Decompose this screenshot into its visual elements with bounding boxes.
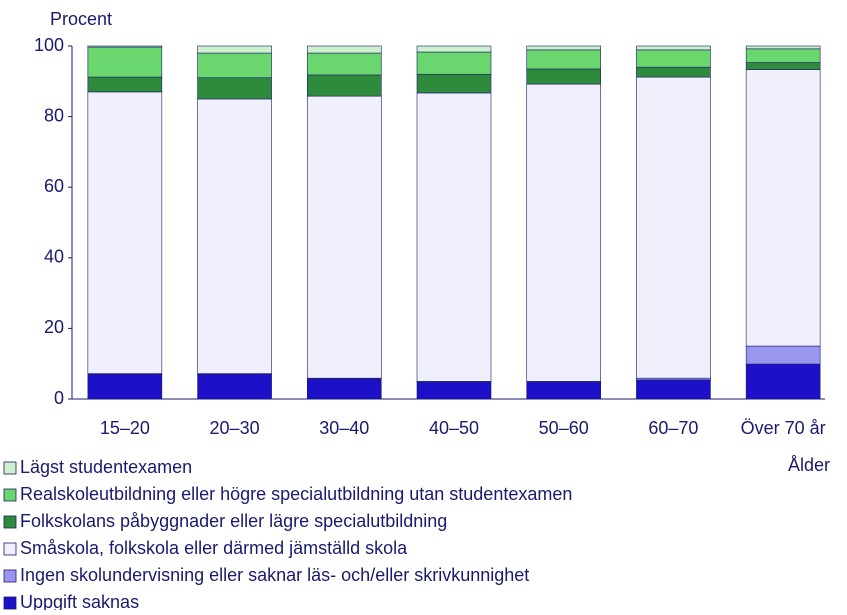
bar-segment — [306, 378, 382, 400]
legend-label: Folkskolans påbyggnader eller lägre spec… — [20, 511, 447, 531]
bar-segment — [636, 66, 711, 78]
bar-segment — [87, 46, 163, 78]
bar-segment — [416, 381, 492, 400]
x-tick-label: 15–20 — [100, 418, 150, 438]
legend-swatch — [3, 515, 17, 529]
bar-segment — [197, 77, 272, 100]
bar-segment — [306, 74, 382, 97]
legend-swatch — [3, 461, 17, 475]
x-tick-label: 50–60 — [539, 418, 589, 438]
x-tick-label: Över 70 år — [741, 418, 826, 438]
x-tick-label: 20–30 — [210, 418, 260, 438]
bar-segment — [87, 91, 163, 374]
legend-label: Småskola, folkskola eller därmed jämstäl… — [20, 538, 408, 558]
bar-segment — [87, 45, 163, 48]
bar-segment — [636, 49, 711, 68]
bar-segment — [745, 69, 821, 347]
bar-segment — [745, 345, 821, 365]
bar-segment — [526, 83, 602, 382]
bar-segment — [416, 51, 492, 75]
bar-segment — [526, 381, 602, 400]
y-tick-label: 80 — [44, 105, 64, 125]
bar-segment — [636, 379, 711, 400]
bar-segment — [416, 92, 492, 382]
y-tick-label: 60 — [44, 176, 64, 196]
bar-segment — [416, 73, 492, 94]
y-tick-label: 40 — [44, 247, 64, 267]
legend-swatch — [3, 569, 17, 583]
legend-label: Uppgift saknas — [20, 592, 139, 610]
legend-swatch — [3, 542, 17, 556]
bar-segment — [306, 52, 382, 76]
bar-segment — [636, 76, 711, 379]
x-tick-label: 60–70 — [648, 418, 698, 438]
bar-segment — [87, 76, 163, 93]
y-tick-label: 20 — [44, 317, 64, 337]
legend-swatch — [3, 596, 17, 610]
bar-segment — [306, 95, 382, 379]
legend-swatch — [3, 488, 17, 502]
bar-segment — [745, 363, 821, 400]
legend-label: Ingen skolundervisning eller saknar läs-… — [20, 565, 529, 585]
bar-segment — [197, 98, 272, 374]
bar-segment — [636, 45, 711, 51]
bar-segment — [526, 68, 602, 85]
legend-label: Lägst studentexamen — [20, 457, 192, 477]
y-tick-label: 0 — [54, 388, 64, 408]
legend-label: Realskoleutbildning eller högre specialu… — [20, 484, 572, 504]
bar-segment — [197, 45, 272, 54]
x-tick-label: 30–40 — [319, 418, 369, 438]
bar-segment — [306, 45, 382, 54]
bar-segment — [526, 49, 602, 70]
x-axis-label: Ålder — [788, 455, 830, 475]
bar-segment — [745, 48, 821, 63]
bar-segment — [197, 52, 272, 79]
bar-segment — [745, 62, 821, 70]
bar-segment — [745, 45, 821, 50]
y-axis-label: Procent — [50, 9, 112, 29]
y-tick-label: 100 — [34, 35, 64, 55]
x-tick-label: 40–50 — [429, 418, 479, 438]
bar-segment — [87, 373, 163, 400]
bar-segment — [416, 45, 492, 53]
bar-segment — [526, 45, 602, 51]
bar-segment — [197, 373, 272, 400]
